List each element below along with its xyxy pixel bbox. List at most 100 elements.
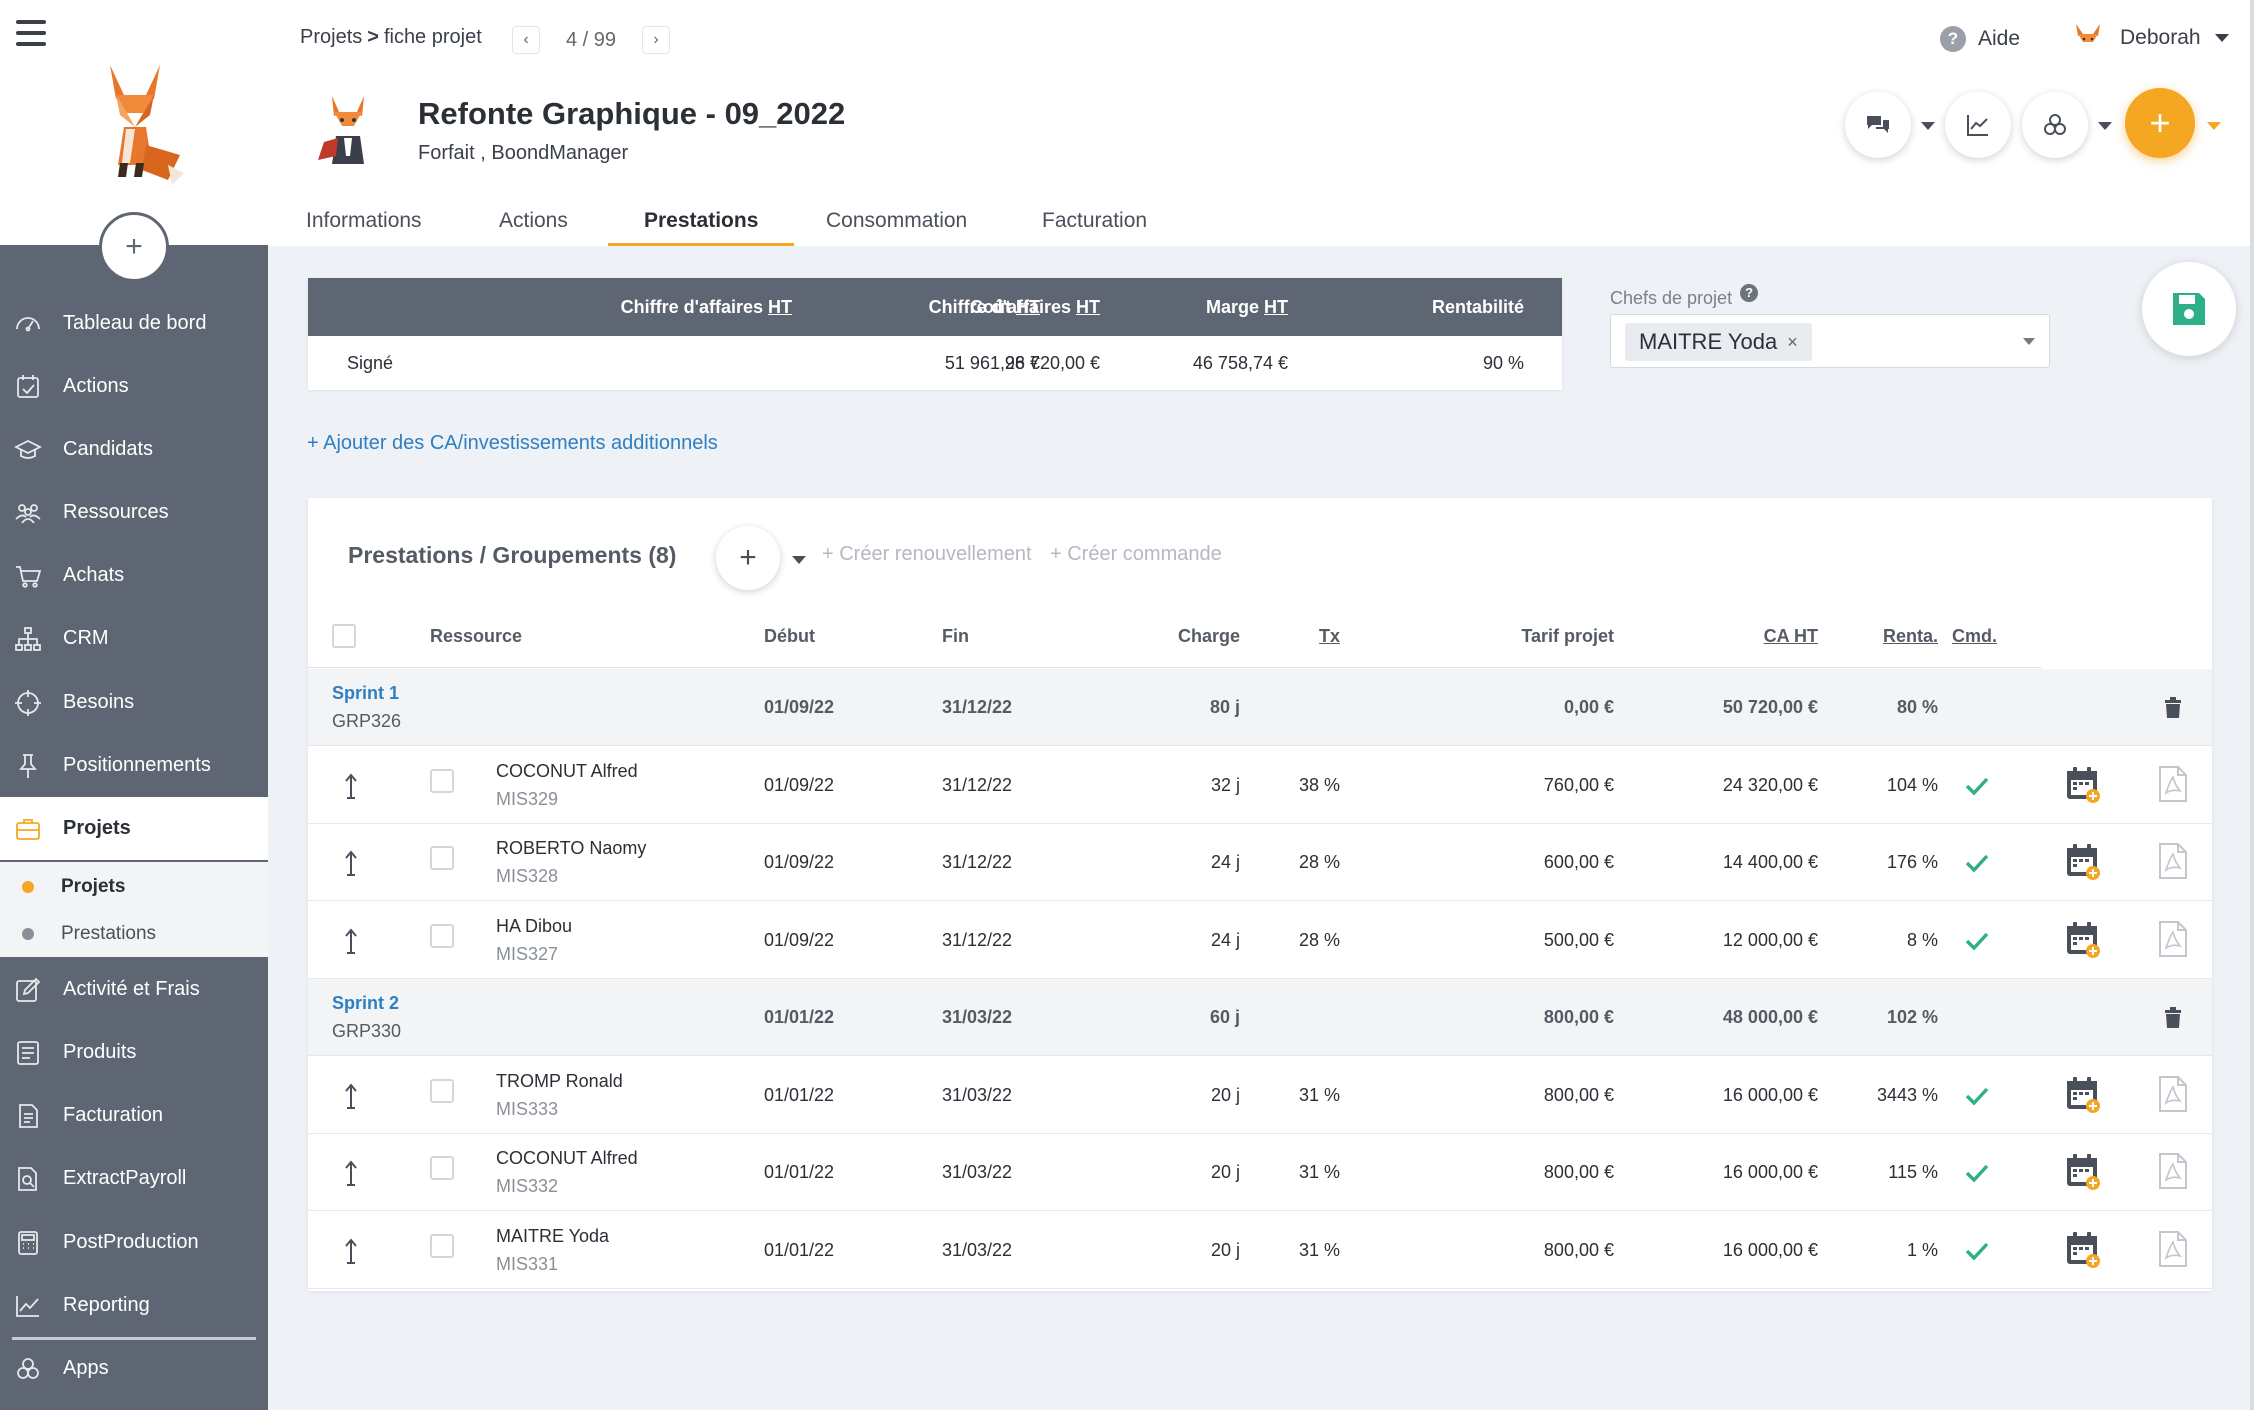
calendar-add-icon[interactable] xyxy=(2065,920,2101,963)
col-fin[interactable]: Fin xyxy=(942,626,969,646)
tab-consommation[interactable]: Consommation xyxy=(826,209,968,232)
project-client[interactable]: BoondManager xyxy=(491,142,629,164)
sidebar-item-ressources[interactable]: Ressources xyxy=(0,481,268,544)
group-debut: 01/01/22 xyxy=(764,1007,835,1027)
sidebar-item-postproduction[interactable]: PostProduction xyxy=(0,1211,268,1274)
tab-informations[interactable]: Informations xyxy=(306,209,422,232)
sidebar-item-label: CRM xyxy=(63,627,109,649)
sidebar-item-produits[interactable]: Produits xyxy=(0,1021,268,1084)
arrow-up-icon[interactable] xyxy=(344,927,358,954)
pdf-file-icon[interactable] xyxy=(2158,920,2188,963)
messages-button[interactable] xyxy=(1845,92,1911,158)
row-checkbox[interactable] xyxy=(430,768,454,793)
breadcrumb-parent[interactable]: Projets xyxy=(300,26,363,48)
user-menu[interactable]: Deborah xyxy=(2070,20,2229,56)
pdf-file-icon[interactable] xyxy=(2158,842,2188,885)
resource-name[interactable]: HA Dibou xyxy=(496,915,573,936)
tab-actions[interactable]: Actions xyxy=(499,209,568,232)
arrow-up-icon[interactable] xyxy=(344,850,358,876)
sidebar-add-button[interactable]: + xyxy=(99,212,169,282)
resource-name[interactable]: ROBERTO Naomy xyxy=(496,838,647,858)
sidebar-item-projets[interactable]: Projets xyxy=(0,797,268,860)
sidebar-item-activite-et-frais[interactable]: Activité et Frais xyxy=(0,958,268,1021)
calendar-add-icon[interactable] xyxy=(2065,1152,2101,1195)
sidebar-item-candidats[interactable]: Candidats xyxy=(0,418,268,481)
sidebar-item-extractpayroll[interactable]: ExtractPayroll xyxy=(0,1147,268,1210)
messages-caret-icon[interactable] xyxy=(1921,122,1935,130)
chefs-select[interactable]: MAITRE Yoda × xyxy=(1610,314,2050,368)
col-tarif[interactable]: Tarif projet xyxy=(1521,626,1614,646)
save-button[interactable] xyxy=(2142,262,2236,356)
sidebar-item-facturation[interactable]: Facturation xyxy=(0,1084,268,1147)
sidebar-item-apps[interactable]: Apps xyxy=(0,1337,268,1400)
add-button[interactable]: + xyxy=(2125,88,2195,158)
sidebar-item-achats[interactable]: Achats xyxy=(0,544,268,607)
row-tarif: 500,00 € xyxy=(1543,929,1614,950)
pdf-file-icon[interactable] xyxy=(2158,1152,2188,1195)
stats-button[interactable] xyxy=(1945,92,2011,158)
help-button[interactable]: ? Aide xyxy=(1940,26,2020,52)
sidebar-item-crm[interactable]: CRM xyxy=(0,607,268,670)
sidebar-item-positionnements[interactable]: Positionnements xyxy=(0,734,268,797)
tab-prestations[interactable]: Prestations xyxy=(607,196,795,246)
sidebar-item-actions[interactable]: Actions xyxy=(0,355,268,418)
col-ca[interactable]: CA HT xyxy=(1763,626,1818,646)
arrow-up-icon[interactable] xyxy=(344,1237,358,1264)
pdf-file-icon[interactable] xyxy=(2158,765,2188,808)
col-charge[interactable]: Charge xyxy=(1177,626,1240,646)
sidebar-item-reporting[interactable]: Reporting xyxy=(0,1274,268,1337)
col-cmd[interactable]: Cmd. xyxy=(1952,626,1997,646)
row-checkbox[interactable] xyxy=(430,1156,454,1180)
add-caret-icon[interactable] xyxy=(2207,122,2221,130)
col-renta[interactable]: Renta. xyxy=(1882,626,1938,646)
group-name[interactable]: Sprint 2 xyxy=(332,993,400,1013)
sidebar-item-tableau-de-bord[interactable]: Tableau de bord xyxy=(0,292,268,355)
remove-icon[interactable]: × xyxy=(1787,331,1798,352)
tab-facturation[interactable]: Facturation xyxy=(1042,209,1148,232)
col-ressource[interactable]: Ressource xyxy=(430,626,523,646)
apps-caret-icon[interactable] xyxy=(2098,122,2112,130)
calendar-add-icon[interactable] xyxy=(2065,1075,2101,1118)
trash-icon[interactable] xyxy=(2163,697,2183,724)
row-checkbox[interactable] xyxy=(430,1233,454,1258)
select-all-checkbox[interactable] xyxy=(332,624,356,648)
sidebar-item-label: PostProduction xyxy=(63,1231,199,1253)
chevron-right-icon[interactable]: › xyxy=(642,26,671,54)
pdf-file-icon[interactable] xyxy=(2158,1075,2188,1118)
arrow-up-icon[interactable] xyxy=(344,772,358,799)
create-order-link[interactable]: + Créer commande xyxy=(1050,543,1222,565)
resource-name[interactable]: MAITRE Yoda xyxy=(496,1225,610,1246)
prestations-title: Prestations / Groupements (8) xyxy=(348,542,677,568)
resource-name[interactable]: COCONUT Alfred xyxy=(496,1148,638,1168)
calendar-add-icon[interactable] xyxy=(2065,842,2101,885)
row-checkbox[interactable] xyxy=(430,846,454,870)
row-checkbox[interactable] xyxy=(430,923,454,948)
chevron-left-icon[interactable]: ‹ xyxy=(512,26,540,54)
resource-name[interactable]: TROMP Ronald xyxy=(496,1070,623,1091)
add-prestation-caret-icon[interactable] xyxy=(792,556,806,564)
calendar-add-icon[interactable] xyxy=(2065,1230,2101,1273)
subnav-item-prestations[interactable]: Prestations xyxy=(0,911,268,957)
row-checkbox[interactable] xyxy=(430,1078,454,1103)
subnav-item-projets[interactable]: Projets xyxy=(0,864,268,910)
add-additional-ca-link[interactable]: + Ajouter des CA/investissements additio… xyxy=(307,432,718,454)
trash-icon[interactable] xyxy=(2163,1007,2183,1034)
calendar-add-icon[interactable] xyxy=(2065,765,2101,808)
create-renewal-link[interactable]: + Créer renouvellement xyxy=(822,543,1032,565)
apps-button[interactable] xyxy=(2022,92,2088,158)
pdf-file-icon[interactable] xyxy=(2158,1230,2188,1273)
arrow-up-icon[interactable] xyxy=(344,1082,358,1109)
group-code: GRP326 xyxy=(332,711,402,731)
col-debut[interactable]: Début xyxy=(764,626,815,646)
add-prestation-button[interactable]: + xyxy=(716,526,780,590)
arrow-up-icon[interactable] xyxy=(344,1160,358,1186)
resource-name[interactable]: COCONUT Alfred xyxy=(496,760,638,781)
group-name[interactable]: Sprint 1 xyxy=(332,683,400,703)
scrollbar[interactable] xyxy=(2250,0,2254,1410)
question-icon[interactable]: ? xyxy=(1740,283,1759,302)
sidebar-item-besoins[interactable]: Besoins xyxy=(0,671,268,734)
row-debut: 01/09/22 xyxy=(764,774,835,795)
sidebar-item-label: Actions xyxy=(63,375,129,397)
col-tx[interactable]: Tx xyxy=(1318,626,1340,646)
hamburger-menu-icon[interactable] xyxy=(16,20,46,46)
